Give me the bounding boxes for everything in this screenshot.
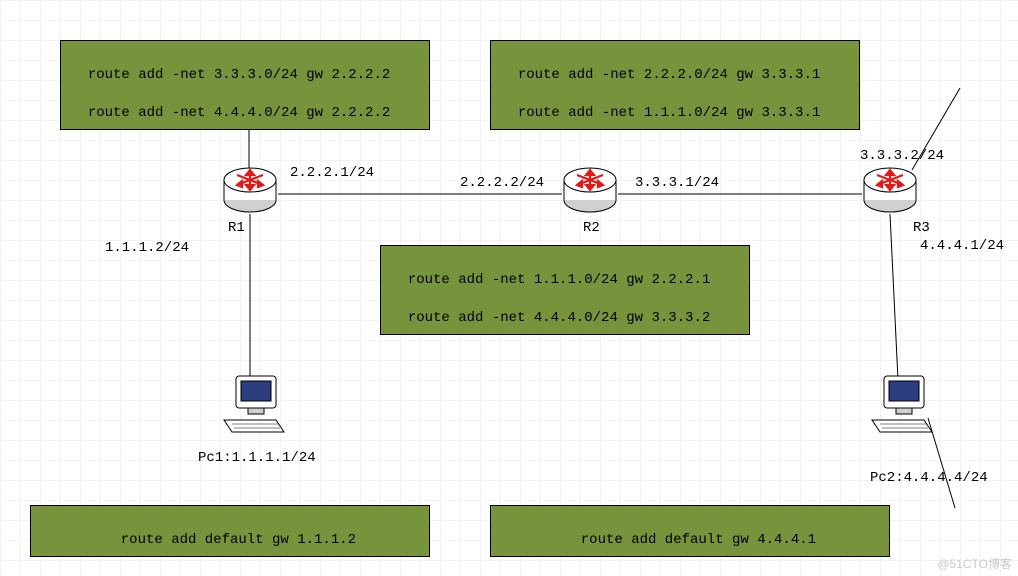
r3-top-if: 3.3.3.2/24 bbox=[860, 148, 944, 164]
r1-label: R1 bbox=[228, 220, 245, 236]
route-box-r2: route add -net 1.1.1.0/24 gw 2.2.2.1 rou… bbox=[380, 245, 750, 335]
route-box-r3: route add -net 2.2.2.0/24 gw 3.3.3.1 rou… bbox=[490, 40, 860, 130]
pc2-if: Pc2:4.4.4.4/24 bbox=[870, 470, 988, 486]
r3-cmd2: route add -net 1.1.1.0/24 gw 3.3.3.1 bbox=[518, 105, 820, 121]
r1-cmd1: route add -net 3.3.3.0/24 gw 2.2.2.2 bbox=[88, 67, 390, 83]
r2-right-if: 3.3.3.1/24 bbox=[635, 175, 719, 191]
pc2-icon bbox=[866, 372, 936, 436]
pc1-if: Pc1:1.1.1.1/24 bbox=[198, 450, 316, 466]
r3-down-if: 4.4.4.1/24 bbox=[920, 238, 1004, 254]
r2-label: R2 bbox=[583, 220, 600, 236]
r2-cmd1: route add -net 1.1.1.0/24 gw 2.2.2.1 bbox=[408, 272, 710, 288]
router-r2-icon bbox=[562, 166, 618, 214]
r1-right-if: 2.2.2.1/24 bbox=[290, 165, 374, 181]
r1-down-if: 1.1.1.2/24 bbox=[105, 240, 189, 256]
pc1-cmd1: route add default gw 1.1.1.2 bbox=[121, 532, 356, 548]
r2-left-if: 2.2.2.2/24 bbox=[460, 175, 544, 191]
route-box-pc2: route add default gw 4.4.4.1 bbox=[490, 505, 890, 557]
r3-label: R3 bbox=[913, 220, 930, 236]
r3-cmd1: route add -net 2.2.2.0/24 gw 3.3.3.1 bbox=[518, 67, 820, 83]
pc2-cmd1: route add default gw 4.4.4.1 bbox=[581, 532, 816, 548]
router-r1-icon bbox=[222, 166, 278, 214]
r2-cmd2: route add -net 4.4.4.0/24 gw 3.3.3.2 bbox=[408, 310, 710, 326]
router-r3-icon bbox=[862, 166, 918, 214]
r1-cmd2: route add -net 4.4.4.0/24 gw 2.2.2.2 bbox=[88, 105, 390, 121]
pc1-icon bbox=[218, 372, 288, 436]
watermark: @51CTO博客 bbox=[937, 555, 1012, 572]
route-box-pc1: route add default gw 1.1.1.2 bbox=[30, 505, 430, 557]
route-box-r1: route add -net 3.3.3.0/24 gw 2.2.2.2 rou… bbox=[60, 40, 430, 130]
